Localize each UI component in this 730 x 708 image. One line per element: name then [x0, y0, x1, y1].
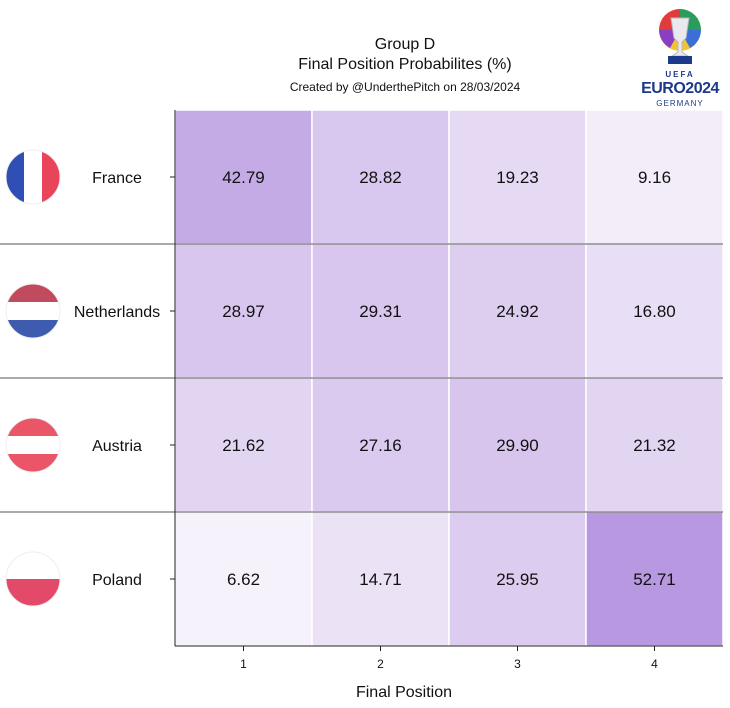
x-tick-label: 4: [651, 657, 658, 671]
cell-value-label: 27.16: [359, 436, 402, 455]
cell-value-label: 52.71: [633, 570, 676, 589]
heatmap-cell: [448, 511, 587, 647]
cell-value-label: 24.92: [496, 302, 539, 321]
cell-value-label: 21.62: [222, 436, 265, 455]
heatmap-cell: [585, 511, 724, 647]
x-tick-label: 2: [377, 657, 384, 671]
cell-value-label: 28.97: [222, 302, 265, 321]
axes: [174, 110, 723, 647]
chart-title: Group D: [374, 36, 436, 53]
cell-value-label: 29.31: [359, 302, 402, 321]
cell-value-label: 9.16: [638, 168, 671, 187]
cell-value-label: 14.71: [359, 570, 402, 589]
heatmap-cell: [174, 109, 313, 245]
heatmap-cells: 42.79 28.82 19.23 9.16 28.97 29.31 24.92 16.80 2…: [174, 109, 724, 647]
heatmap-cell: [311, 511, 450, 647]
x-axis-label: Final Position: [356, 684, 452, 701]
france-flag: [6, 150, 60, 204]
heatmap-cell: [448, 243, 587, 379]
cell-value-label: 19.23: [496, 168, 539, 187]
cell-value-label: 25.95: [496, 570, 539, 589]
heatmap-cell: [311, 377, 450, 513]
cell-value-label: 28.82: [359, 168, 402, 187]
cell-value-label: 16.80: [633, 302, 676, 321]
euro-2024-logo: UEFA EURO2024 GERMANY: [640, 4, 730, 112]
logo-euro-text: EURO2024: [641, 80, 719, 97]
heatmap-cell: [585, 377, 724, 513]
heatmap-cell: [448, 109, 587, 245]
flag-outline: [5, 417, 61, 473]
trophy-icon: [659, 9, 701, 64]
x-tick-label: 3: [514, 657, 521, 671]
austria-flag: [6, 418, 60, 472]
heatmap-cell: [174, 243, 313, 379]
team-label: Austria: [92, 438, 142, 455]
cell-value-label: 6.62: [227, 570, 260, 589]
team-label: Poland: [92, 572, 142, 589]
chart-credit: Created by @UnderthePitch on 28/03/2024: [289, 80, 521, 94]
heatmap-cell: [585, 109, 724, 245]
cell-value-label: 29.90: [496, 436, 539, 455]
netherlands-flag: [6, 284, 60, 338]
flag-outline: [5, 551, 61, 607]
chart-subtitle: Final Position Probabilites (%): [298, 56, 512, 73]
row-separators: [0, 243, 723, 513]
logo-uefa-text: UEFA: [665, 70, 695, 79]
heatmap-cell: [585, 243, 724, 379]
row-labels: France Netherlands Austria Poland: [74, 170, 175, 589]
team-label: Netherlands: [74, 304, 160, 321]
flag-outline: [5, 283, 61, 339]
x-tick-label: 1: [240, 657, 247, 671]
logo-germany-text: GERMANY: [656, 99, 704, 108]
cell-value-label: 21.32: [633, 436, 676, 455]
heatmap-cell: [448, 377, 587, 513]
cell-value-label: 42.79: [222, 168, 265, 187]
team-label: France: [92, 170, 142, 187]
x-ticks: 1 2 3 4: [240, 646, 658, 671]
flag-outline: [5, 149, 61, 205]
